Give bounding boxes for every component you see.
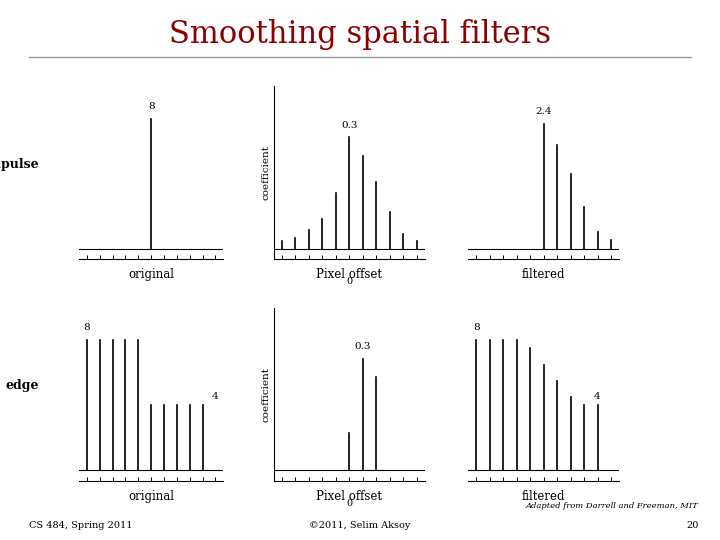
X-axis label: original: original [128,490,174,503]
Text: 0.3: 0.3 [354,342,371,351]
X-axis label: filtered: filtered [522,490,565,503]
Text: 8: 8 [84,323,90,333]
Text: CS 484, Spring 2011: CS 484, Spring 2011 [29,521,132,530]
Text: edge: edge [5,379,39,392]
Text: 8: 8 [148,102,155,111]
Text: 4: 4 [212,393,218,401]
Text: 0.3: 0.3 [341,120,357,130]
Text: 8: 8 [473,323,480,333]
Text: impulse: impulse [0,158,39,171]
Text: ©2011, Selim Aksoy: ©2011, Selim Aksoy [310,521,410,530]
Text: Adapted from Darrell and Freeman, MIT: Adapted from Darrell and Freeman, MIT [526,502,698,510]
Text: Smoothing spatial filters: Smoothing spatial filters [169,19,551,50]
Text: 20: 20 [686,521,698,530]
X-axis label: Pixel offset: Pixel offset [316,490,382,503]
Y-axis label: coefficient: coefficient [262,367,271,422]
Y-axis label: coefficient: coefficient [262,145,271,200]
Text: 0: 0 [346,499,352,508]
X-axis label: original: original [128,268,174,281]
X-axis label: filtered: filtered [522,268,565,281]
Text: 4: 4 [593,393,600,401]
X-axis label: Pixel offset: Pixel offset [316,268,382,281]
Text: 2.4: 2.4 [536,107,552,116]
Text: 0: 0 [346,278,352,286]
